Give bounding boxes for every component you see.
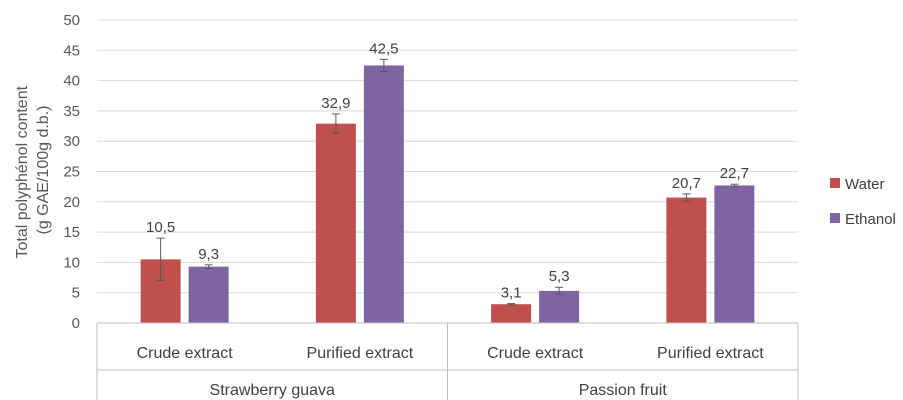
data-label: 42,5 (369, 40, 398, 57)
legend-swatch-water (830, 178, 840, 188)
group-label: Passion fruit (579, 382, 668, 399)
data-label: 5,3 (549, 268, 570, 285)
bar-water-3 (666, 197, 707, 323)
legend-label-ethanol: Ethanol (845, 211, 896, 228)
data-label: 9,3 (198, 246, 219, 263)
y-axis-title-line2: (g GAE/100g d.b.) (35, 106, 52, 235)
y-axis-ticks: 0 5 10 15 20 25 30 35 40 45 50 (63, 12, 80, 332)
y-tick-label: 0 (72, 315, 80, 332)
bar-ethanol-2 (539, 290, 580, 323)
bar-ethanol-3 (714, 185, 755, 323)
legend: Water Ethanol (830, 176, 896, 228)
bar-water-1 (315, 123, 356, 323)
category-label: Purified extract (307, 345, 414, 362)
data-labels: 10,5 9,3 32,9 42,5 3,1 5,3 20,7 22,7 (146, 40, 749, 301)
data-label: 10,5 (146, 219, 175, 236)
y-tick-label: 5 (72, 285, 80, 302)
data-label: 22,7 (720, 165, 749, 182)
data-label: 3,1 (501, 285, 522, 302)
category-label: Purified extract (657, 345, 764, 362)
y-tick-label: 25 (63, 164, 80, 181)
y-tick-label: 50 (63, 12, 80, 29)
group-label: Strawberry guava (210, 382, 335, 399)
y-tick-label: 20 (63, 194, 80, 211)
error-bars (156, 58, 739, 306)
legend-label-water: Water (845, 176, 884, 193)
y-axis-title-line1: Total polyphénol content (14, 85, 31, 258)
category-label: Crude extract (487, 345, 584, 362)
x-axis: Crude extract Purified extract Strawberry … (96, 322, 799, 400)
bar-water-2 (491, 304, 532, 323)
bar-ethanol-1 (363, 65, 404, 323)
y-tick-label: 30 (63, 133, 80, 150)
bar-ethanol-0 (188, 266, 229, 323)
y-tick-label: 35 (63, 103, 80, 120)
y-axis-title: Total polyphénol content (g GAE/100g d.b… (14, 81, 52, 258)
legend-swatch-ethanol (830, 213, 840, 223)
category-label: Crude extract (137, 345, 234, 362)
y-tick-label: 15 (63, 224, 80, 241)
bars (140, 65, 755, 323)
y-tick-label: 10 (63, 254, 80, 271)
data-label: 20,7 (672, 175, 701, 192)
y-tick-label: 40 (63, 73, 80, 90)
data-label: 32,9 (321, 95, 350, 112)
y-tick-label: 45 (63, 42, 80, 59)
